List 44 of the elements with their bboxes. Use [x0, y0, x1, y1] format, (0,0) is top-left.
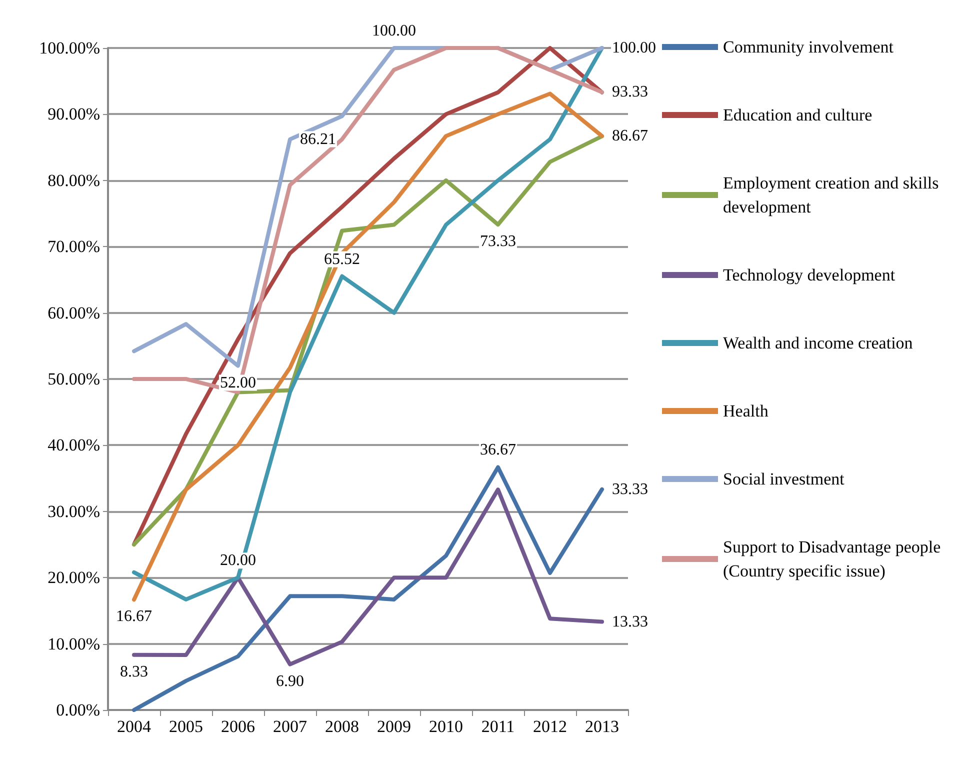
data-label: 65.52	[324, 250, 360, 268]
x-tick-label: 2008	[325, 717, 359, 736]
data-label: 86.67	[612, 128, 648, 145]
y-tick-label: 60.00%	[48, 303, 100, 322]
y-tick-label: 70.00%	[48, 237, 100, 256]
y-tick-label: 30.00%	[48, 502, 100, 521]
data-label: 33.33	[612, 480, 648, 498]
legend-label: Social investment	[723, 470, 845, 488]
y-tick-label: 80.00%	[48, 170, 100, 190]
data-label: 36.67	[480, 442, 516, 459]
x-tick-label: 2010	[429, 717, 463, 736]
y-tick-label: 50.00%	[48, 370, 100, 388]
data-label: 100.00	[612, 40, 656, 56]
legend-label: Community involvement	[723, 38, 894, 56]
legend-label: Technology development	[723, 266, 896, 284]
data-label: 73.33	[480, 233, 516, 250]
x-tick-label: 2004	[117, 717, 152, 736]
legend-label: Education and culture	[723, 106, 872, 124]
y-tick-label: 0.00%	[56, 700, 100, 720]
y-tick-label: 100.00%	[39, 38, 100, 58]
x-tick-label: 2006	[221, 717, 255, 736]
x-tick-label: 2013	[585, 717, 619, 736]
data-label: 86.21	[300, 130, 336, 148]
x-tick-label: 2011	[481, 717, 515, 736]
data-label: 100.00	[372, 22, 416, 40]
x-tick-label: 2007	[273, 717, 308, 736]
x-tick-label: 2012	[533, 717, 567, 736]
data-label: 8.33	[120, 663, 148, 680]
legend-label: Employment creation and skills development	[723, 174, 944, 216]
data-label: 93.33	[612, 84, 648, 101]
x-tick-label: 2005	[169, 717, 203, 736]
data-label: 13.33	[612, 613, 648, 630]
y-tick-label: 40.00%	[48, 436, 100, 455]
legend-label: Health	[723, 402, 769, 420]
data-label: 6.90	[276, 672, 304, 690]
x-tick-label: 2009	[377, 717, 411, 736]
data-label: 52.00	[220, 374, 256, 392]
data-label: 20.00	[220, 552, 256, 570]
data-label: 16.67	[116, 608, 152, 626]
legend-label: Support to Disadvantage people (Country specific issue)	[723, 538, 945, 580]
y-tick-label: 90.00%	[48, 104, 100, 124]
legend-label: Wealth and income creation	[723, 334, 914, 352]
y-tick-label: 20.00%	[48, 568, 100, 588]
y-tick-label: 10.00%	[48, 634, 100, 654]
